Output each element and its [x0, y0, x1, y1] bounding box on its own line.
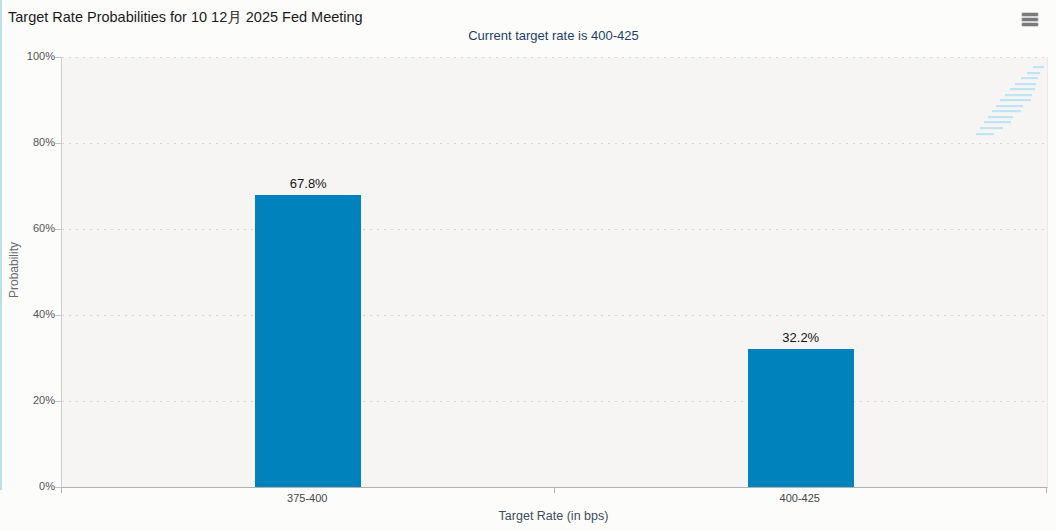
chart-title: Target Rate Probabilities for 10 12月 202… — [8, 8, 363, 27]
y-tick-label: 100% — [0, 50, 55, 62]
gridline-100% — [62, 57, 1047, 58]
x-tick-mark — [61, 488, 62, 493]
y-tick-mark — [55, 401, 61, 402]
quikstrike-watermark: Q — [974, 59, 1056, 139]
x-axis-title: Target Rate (in bps) — [61, 509, 1046, 523]
watermark-stripes-icon — [974, 59, 1056, 139]
y-tick-mark — [55, 57, 61, 58]
y-tick-label: 0% — [0, 480, 55, 492]
bar-400-425[interactable] — [748, 349, 854, 487]
x-tick-label: 400-425 — [730, 492, 870, 504]
plot-area: Q 67.8%32.2% — [61, 57, 1048, 488]
y-tick-mark — [55, 229, 61, 230]
y-tick-label: 20% — [0, 394, 55, 406]
y-tick-label: 40% — [0, 308, 55, 320]
left-accent-line — [0, 0, 2, 490]
gridline-80% — [62, 143, 1047, 144]
y-tick-mark — [55, 143, 61, 144]
gridline-60% — [62, 229, 1047, 230]
x-tick-mark — [554, 488, 555, 493]
x-tick-mark — [1046, 488, 1047, 493]
y-tick-label: 80% — [0, 136, 55, 148]
x-tick-label: 375-400 — [237, 492, 377, 504]
bar-375-400[interactable] — [255, 195, 361, 487]
y-tick-mark — [55, 315, 61, 316]
y-axis-title: Probability — [7, 220, 21, 320]
gridline-40% — [62, 315, 1047, 316]
gridline-20% — [62, 401, 1047, 402]
chart-canvas: Target Rate Probabilities for 10 12月 202… — [0, 0, 1056, 531]
chart-subtitle: Current target rate is 400-425 — [61, 28, 1046, 43]
bar-value-label: 32.2% — [741, 330, 861, 345]
y-tick-label: 60% — [0, 222, 55, 234]
bar-value-label: 67.8% — [248, 176, 368, 191]
